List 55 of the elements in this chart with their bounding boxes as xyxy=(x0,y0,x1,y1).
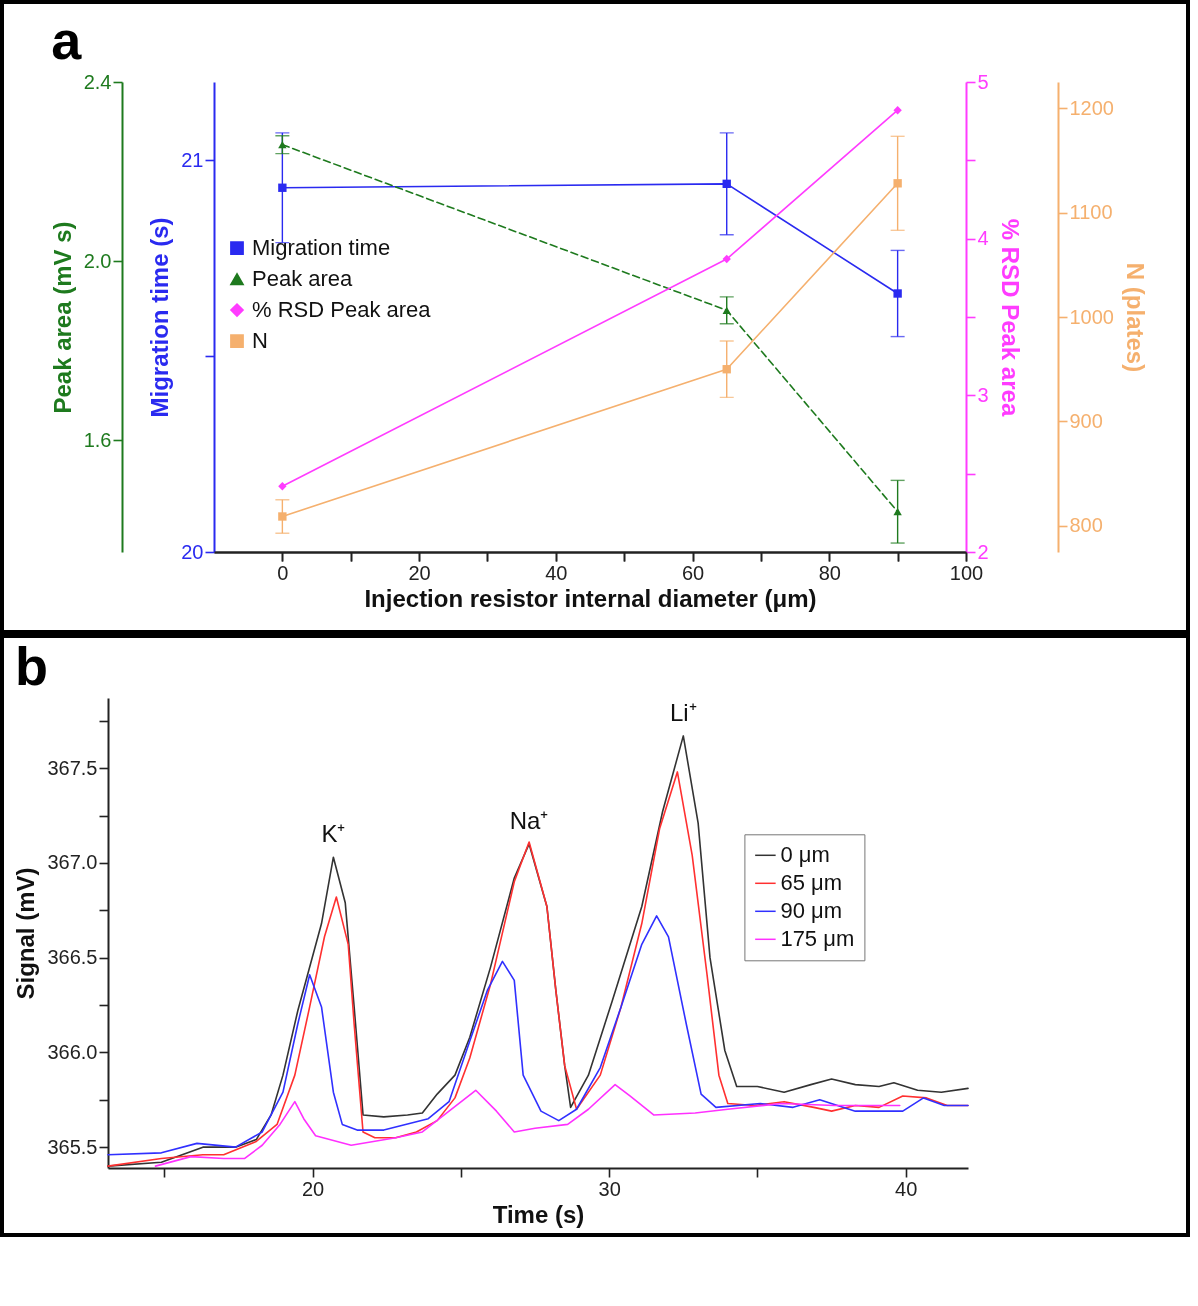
legend-label: Peak area xyxy=(252,266,354,292)
annotation: Na⁺ xyxy=(509,806,549,834)
x-axis-title: Time (s) xyxy=(492,1200,585,1228)
x-tick-label: 60 xyxy=(681,561,705,584)
legend-label: 65 μm xyxy=(780,870,842,896)
y2-axis-title: % RSD Peak area xyxy=(996,218,1024,417)
y-axis-title: Migration time (s) xyxy=(146,217,174,418)
y-tick-label: 21 xyxy=(181,148,204,171)
x-tick-label: 80 xyxy=(818,561,841,584)
y-tick-label: 365.5 xyxy=(47,1135,98,1158)
y2-tick-label: 5 xyxy=(977,70,989,93)
y-tick-label: 1200 xyxy=(1069,96,1114,119)
legend-label: 175 μm xyxy=(780,926,855,952)
y3-tick-label: 1.6 xyxy=(83,428,112,451)
chart-title: a xyxy=(51,10,83,70)
y-tick-label: 366.0 xyxy=(47,1040,98,1063)
point xyxy=(722,254,731,264)
y2-tick-label: 2 xyxy=(977,540,989,563)
legend-label: 90 μm xyxy=(780,898,842,924)
point xyxy=(893,289,902,298)
x-tick-label: 0 xyxy=(277,561,289,584)
x-tick-label: 100 xyxy=(949,561,984,584)
point xyxy=(278,512,287,521)
legend-label: 0 μm xyxy=(780,842,830,868)
y2-tick-label: 4 xyxy=(977,227,989,250)
chart-title: b xyxy=(14,636,48,696)
point xyxy=(893,179,902,188)
y-tick-label: 366.5 xyxy=(47,946,98,969)
y-tick-label: 1000 xyxy=(1069,305,1114,328)
y-axis-title: N (plates) xyxy=(1121,262,1149,373)
line-series xyxy=(154,1083,901,1167)
point xyxy=(278,482,287,491)
annotation: K⁺ xyxy=(321,820,346,848)
x-axis-title: Injection resistor internal diameter (μm) xyxy=(364,584,817,612)
y-tick-label: 900 xyxy=(1069,409,1103,432)
y3-tick-label: 2.0 xyxy=(83,249,112,272)
y-tick-label: 1100 xyxy=(1069,201,1113,224)
x-tick-label: 40 xyxy=(545,561,568,584)
point xyxy=(278,183,287,192)
annotation: Li⁺ xyxy=(669,698,697,726)
x-tick-label: 30 xyxy=(598,1177,621,1200)
point xyxy=(893,106,902,115)
y2-tick-label: 3 xyxy=(977,383,989,406)
x-tick-label: 40 xyxy=(895,1177,918,1200)
y-axis-title: Signal (mV) xyxy=(12,867,40,1000)
legend-label: N xyxy=(252,328,268,354)
y3-axis-title: Peak area (mV s) xyxy=(48,221,76,414)
legend-label: % RSD Peak area xyxy=(252,297,432,323)
y3-tick-label: 2.4 xyxy=(83,70,112,93)
y-tick-label: 800 xyxy=(1069,514,1103,537)
x-tick-label: 20 xyxy=(302,1177,325,1200)
y-tick-label: 367.0 xyxy=(47,851,98,874)
y-tick-label: 367.5 xyxy=(47,756,98,779)
x-tick-label: 20 xyxy=(408,561,431,584)
legend-label: Migration time xyxy=(252,235,391,261)
